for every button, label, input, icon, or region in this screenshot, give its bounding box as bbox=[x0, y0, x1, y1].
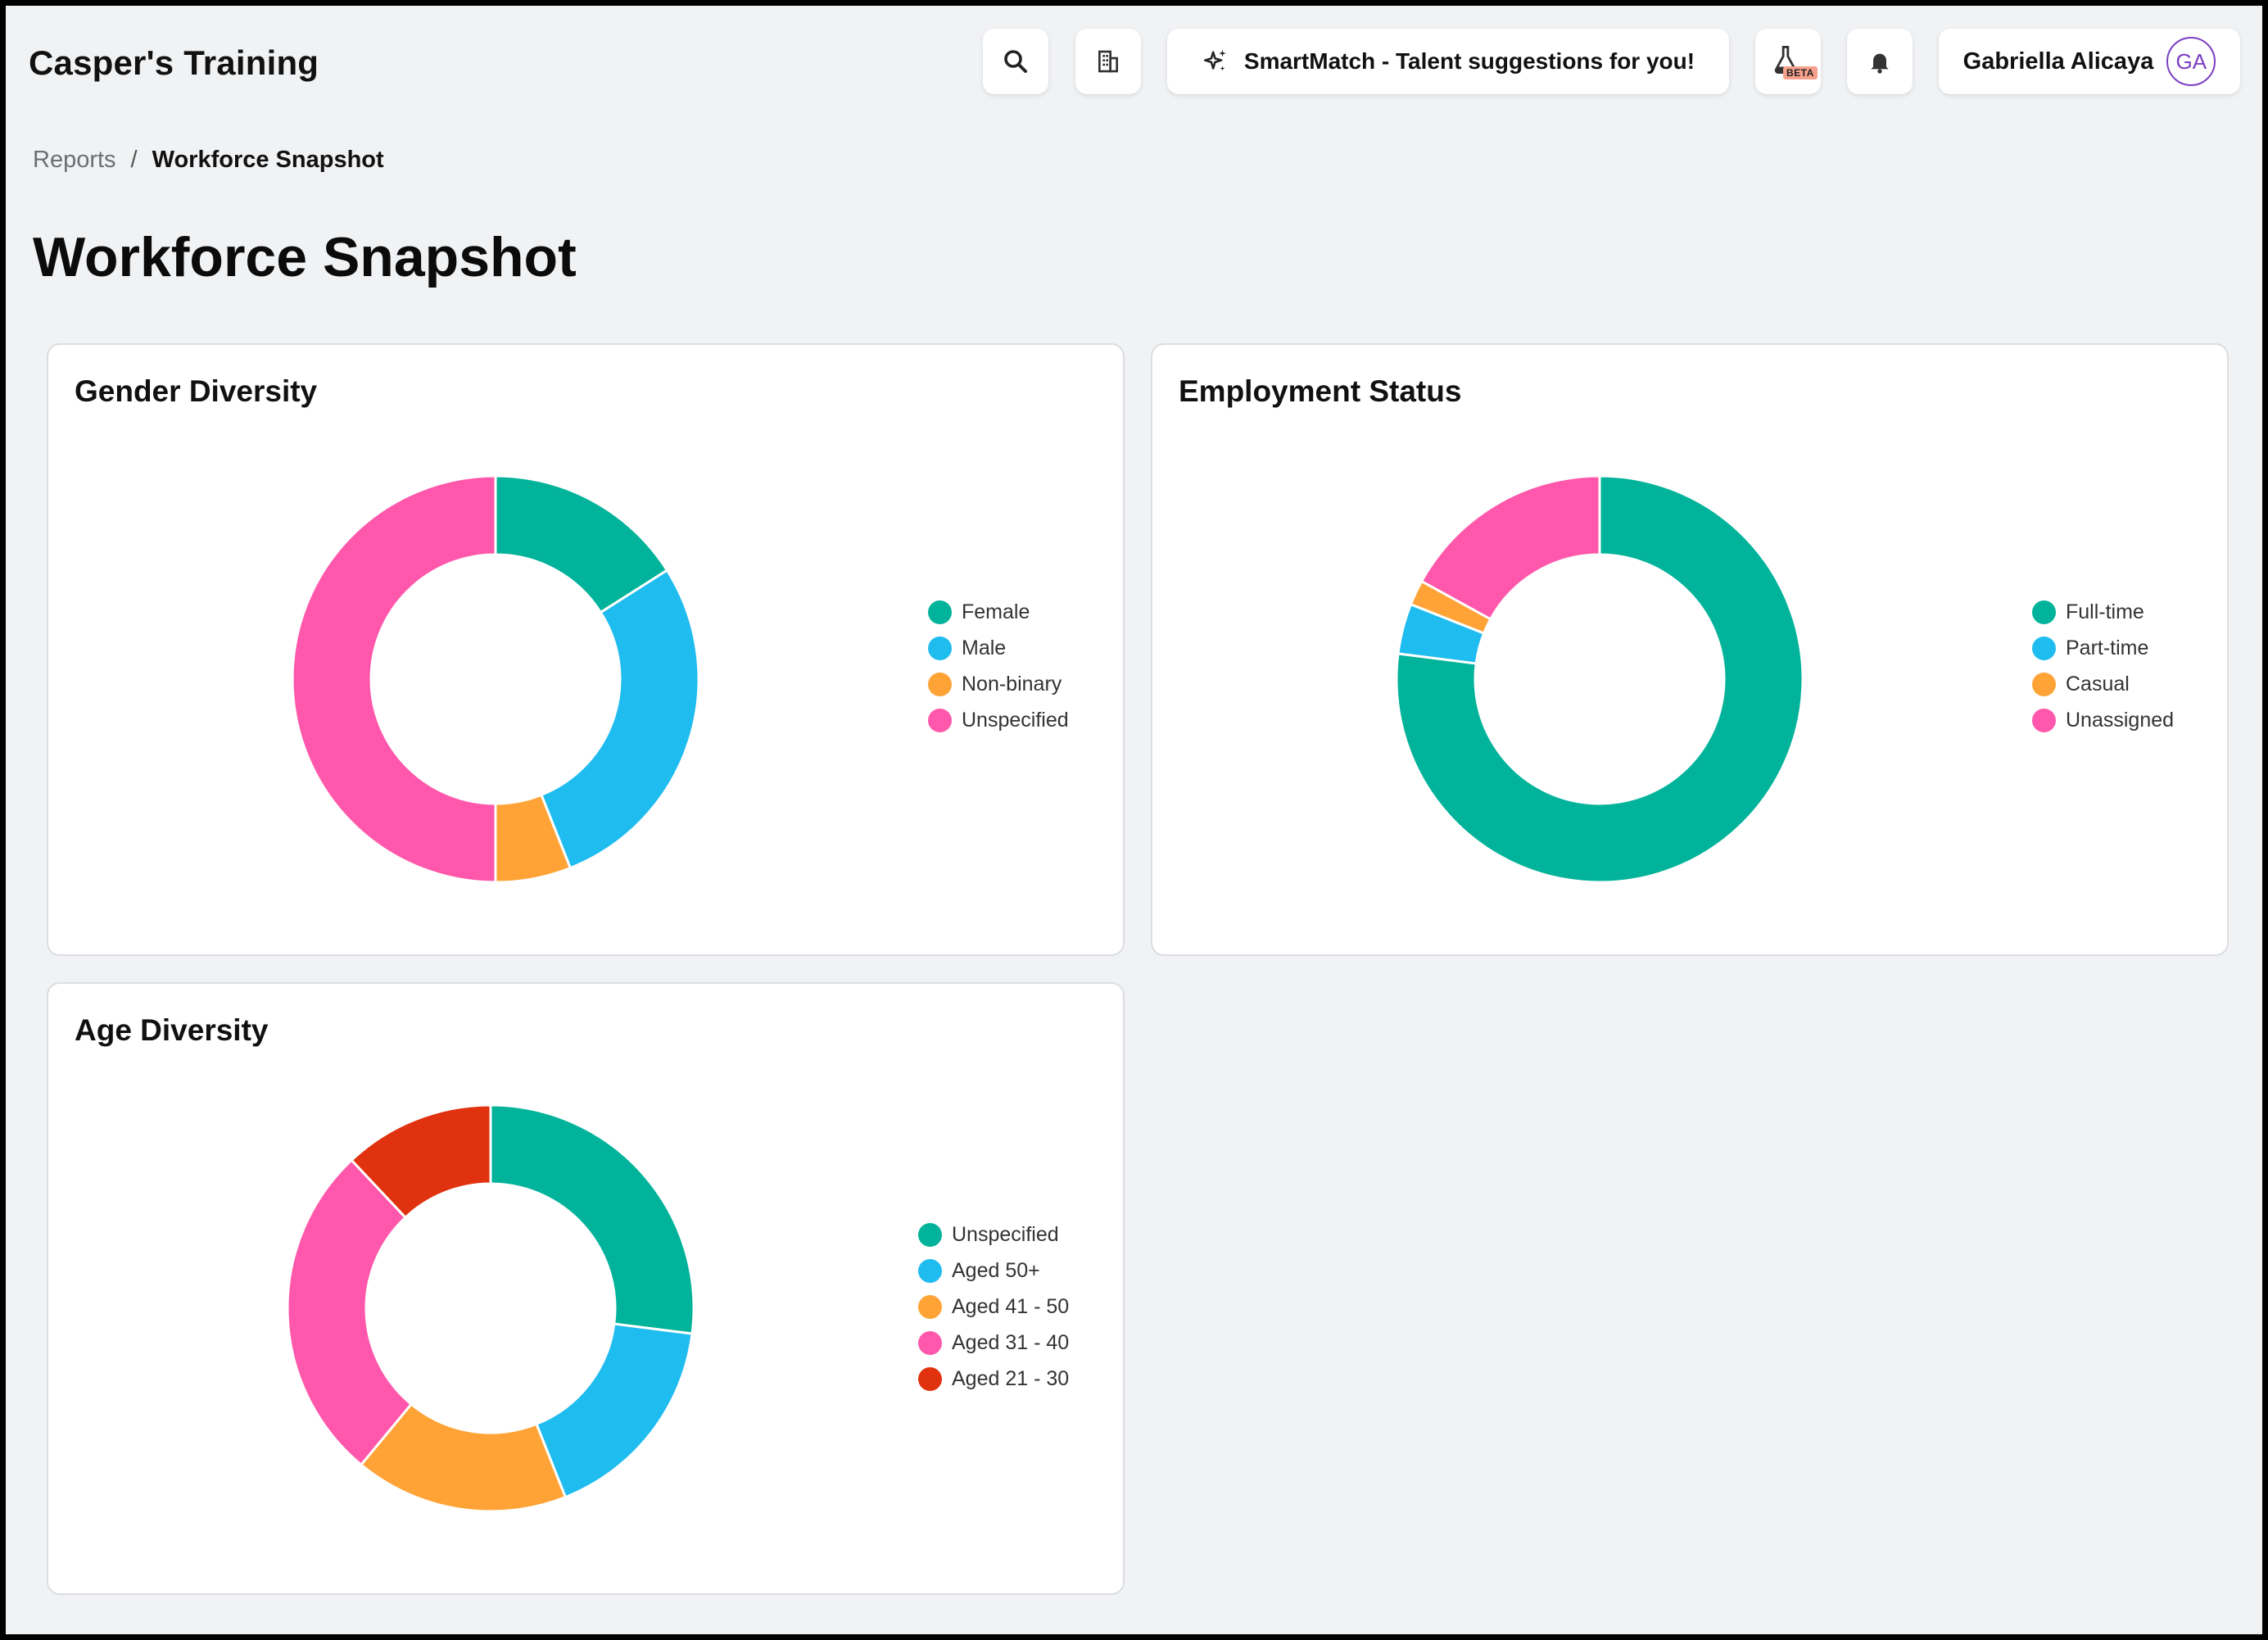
breadcrumb: Reports / Workforce Snapshot bbox=[33, 147, 384, 174]
smartmatch-button[interactable]: SmartMatch - Talent suggestions for you! bbox=[1167, 29, 1729, 94]
donut-slice-aged-31-40[interactable] bbox=[286, 1158, 414, 1467]
card-title: Gender Diversity bbox=[75, 374, 318, 408]
gender-diversity-card: Gender Diversity Female Male Non-binary … bbox=[47, 343, 1125, 956]
employment-status-legend: Full-time Part-time Casual Unassigned bbox=[2032, 594, 2174, 738]
legend-label: Aged 41 - 50 bbox=[952, 1294, 1070, 1318]
user-name: Gabriella Alicaya bbox=[1962, 48, 2154, 75]
donut-slice-male[interactable] bbox=[540, 569, 700, 870]
breadcrumb-current: Workforce Snapshot bbox=[152, 147, 384, 173]
gender-diversity-chart bbox=[291, 474, 700, 884]
page-title: Workforce Snapshot bbox=[33, 226, 577, 288]
avatar: GA bbox=[2166, 37, 2216, 86]
legend-item[interactable]: Aged 50+ bbox=[918, 1253, 1069, 1289]
donut-slice-full-time[interactable] bbox=[1395, 474, 1804, 884]
organization-button[interactable] bbox=[1075, 29, 1141, 94]
legend-item[interactable]: Male bbox=[928, 630, 1069, 666]
donut-slice-aged-50-[interactable] bbox=[535, 1322, 694, 1499]
app-window: Casper's Training SmartMatch - Talent su… bbox=[6, 6, 2262, 1634]
legend-item[interactable]: Aged 21 - 30 bbox=[918, 1361, 1069, 1397]
legend-label: Unspecified bbox=[962, 708, 1069, 732]
legend-swatch bbox=[918, 1222, 942, 1247]
legend-label: Unassigned bbox=[2066, 708, 2175, 732]
legend-label: Non-binary bbox=[962, 672, 1062, 695]
legend-swatch bbox=[928, 636, 952, 660]
age-diversity-chart bbox=[286, 1103, 695, 1513]
legend-swatch bbox=[2032, 636, 2056, 660]
notifications-button[interactable] bbox=[1847, 29, 1913, 94]
search-button[interactable] bbox=[983, 29, 1048, 94]
legend-swatch bbox=[2032, 672, 2056, 696]
donut-slice-unspecified[interactable] bbox=[489, 1103, 695, 1335]
legend-swatch bbox=[918, 1366, 942, 1391]
breadcrumb-reports-link[interactable]: Reports bbox=[33, 147, 116, 173]
smartmatch-label: SmartMatch - Talent suggestions for you! bbox=[1243, 48, 1695, 74]
card-title: Employment Status bbox=[1179, 374, 1462, 408]
legend-item[interactable]: Unspecified bbox=[928, 702, 1069, 738]
gender-diversity-legend: Female Male Non-binary Unspecified bbox=[928, 594, 1069, 738]
donut-slice-unspecified[interactable] bbox=[291, 474, 497, 884]
legend-label: Aged 50+ bbox=[952, 1258, 1040, 1282]
sparkle-icon bbox=[1202, 48, 1229, 75]
flask-icon: BETA bbox=[1772, 43, 1818, 79]
legend-swatch bbox=[918, 1294, 942, 1319]
legend-label: Unspecified bbox=[952, 1222, 1059, 1246]
legend-item[interactable]: Unspecified bbox=[918, 1216, 1069, 1253]
legend-item[interactable]: Aged 31 - 40 bbox=[918, 1325, 1069, 1361]
legend-label: Full-time bbox=[2066, 600, 2144, 623]
legend-swatch bbox=[2032, 600, 2056, 624]
legend-item[interactable]: Aged 41 - 50 bbox=[918, 1289, 1069, 1325]
breadcrumb-separator: / bbox=[130, 147, 138, 173]
legend-item[interactable]: Casual bbox=[2032, 666, 2174, 702]
legend-item[interactable]: Part-time bbox=[2032, 630, 2174, 666]
legend-swatch bbox=[928, 600, 952, 624]
legend-swatch bbox=[2032, 708, 2056, 732]
legend-label: Part-time bbox=[2066, 636, 2149, 659]
legend-item[interactable]: Non-binary bbox=[928, 666, 1069, 702]
employment-status-card: Employment Status Full-time Part-time Ca… bbox=[1151, 343, 2229, 956]
legend-item[interactable]: Unassigned bbox=[2032, 702, 2174, 738]
employment-status-chart bbox=[1395, 474, 1804, 884]
legend-item[interactable]: Full-time bbox=[2032, 594, 2174, 630]
donut-slice-unassigned[interactable] bbox=[1419, 474, 1601, 621]
search-icon bbox=[1001, 47, 1030, 76]
legend-swatch bbox=[918, 1330, 942, 1355]
donut-slice-aged-21-30[interactable] bbox=[350, 1103, 492, 1220]
age-diversity-legend: Unspecified Aged 50+ Aged 41 - 50 Aged 3… bbox=[918, 1216, 1069, 1397]
legend-label: Aged 21 - 30 bbox=[952, 1366, 1070, 1390]
bell-icon bbox=[1867, 48, 1893, 75]
donut-slice-aged-41-50[interactable] bbox=[359, 1402, 568, 1513]
legend-label: Male bbox=[962, 636, 1007, 659]
legend-label: Casual bbox=[2066, 672, 2130, 695]
app-title: Casper's Training bbox=[29, 43, 319, 82]
legend-swatch bbox=[918, 1258, 942, 1283]
legend-label: Female bbox=[962, 600, 1030, 623]
legend-item[interactable]: Female bbox=[928, 594, 1069, 630]
beta-features-button[interactable]: BETA bbox=[1755, 29, 1821, 94]
legend-swatch bbox=[928, 672, 952, 696]
user-menu-button[interactable]: Gabriella Alicaya GA bbox=[1939, 29, 2240, 94]
card-title: Age Diversity bbox=[75, 1013, 269, 1047]
age-diversity-card: Age Diversity Unspecified Aged 50+ Aged … bbox=[47, 982, 1125, 1595]
legend-swatch bbox=[928, 708, 952, 732]
beta-badge: BETA bbox=[1783, 66, 1818, 79]
legend-label: Aged 31 - 40 bbox=[952, 1330, 1070, 1354]
building-icon bbox=[1095, 48, 1121, 75]
